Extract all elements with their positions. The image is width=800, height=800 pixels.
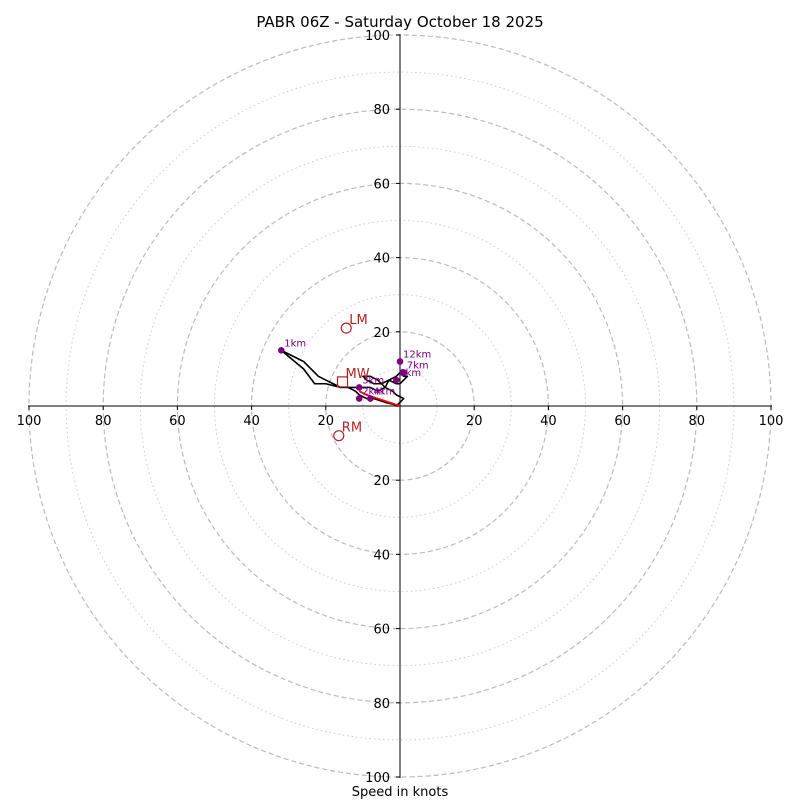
height-marker-label: 6km <box>399 368 421 379</box>
storm-motion-label: MW <box>345 367 369 382</box>
hodograph-trace <box>280 349 409 407</box>
y-tick-label: 60 <box>373 177 390 192</box>
height-marker-dot <box>277 347 285 354</box>
x-tick-label: 80 <box>95 414 112 429</box>
height-marker-dot <box>392 376 400 384</box>
height-marker-dot <box>400 369 408 376</box>
y-tick-label: 20 <box>373 474 390 489</box>
height-marker-dot <box>367 395 374 402</box>
storm-motion-marker <box>340 322 352 334</box>
x-tick-label: 40 <box>540 414 557 429</box>
height-marker-label: 7km <box>407 361 429 372</box>
x-tick-label: 100 <box>759 414 784 429</box>
x-tick-label: 100 <box>17 414 42 429</box>
storm-motion-label: LM <box>349 313 367 328</box>
height-marker-dot <box>355 395 363 402</box>
y-tick-label: 80 <box>373 697 390 712</box>
storm-motion-markers: LM MW RM <box>333 313 370 442</box>
storm-motion-marker <box>333 430 345 442</box>
height-marker-dot <box>355 384 363 391</box>
height-marker-label: 3km <box>362 375 384 386</box>
y-tick-label: 80 <box>373 103 390 118</box>
x-tick-label: 60 <box>614 414 631 429</box>
y-tick-label: 60 <box>373 623 390 638</box>
x-tick-label: 60 <box>169 414 186 429</box>
y-tick-label: 100 <box>365 29 390 44</box>
height-marker-label: 12km <box>403 349 431 360</box>
y-tick-label: 20 <box>373 326 390 341</box>
x-tick-label: 40 <box>243 414 260 429</box>
x-tick-labels: 100 80 60 40 20 20 40 60 80 100 <box>17 406 784 429</box>
y-tick-label: 40 <box>373 548 390 563</box>
height-marker-label: 1km <box>284 338 306 349</box>
wind-trace-line <box>280 349 409 407</box>
y-tick-label: 100 <box>365 771 390 786</box>
y-tick-labels: 100 80 60 40 20 20 40 60 80 100 <box>365 29 400 786</box>
mean-wind-marker <box>336 376 349 388</box>
storm-motion-label: RM <box>342 421 362 436</box>
height-marker-label: 4km <box>373 387 395 398</box>
height-marker-label: 2km <box>362 387 384 398</box>
x-tick-label: 80 <box>689 414 706 429</box>
x-axis-label: Speed in knots <box>352 785 449 800</box>
y-tick-label: 40 <box>373 252 390 267</box>
low-level-segment-line <box>358 390 401 407</box>
chart-title: PABR 06Z - Saturday October 18 2025 <box>256 13 543 31</box>
x-tick-label: 20 <box>466 414 483 429</box>
height-marker-dot <box>396 358 404 365</box>
x-tick-label: 20 <box>318 414 335 429</box>
